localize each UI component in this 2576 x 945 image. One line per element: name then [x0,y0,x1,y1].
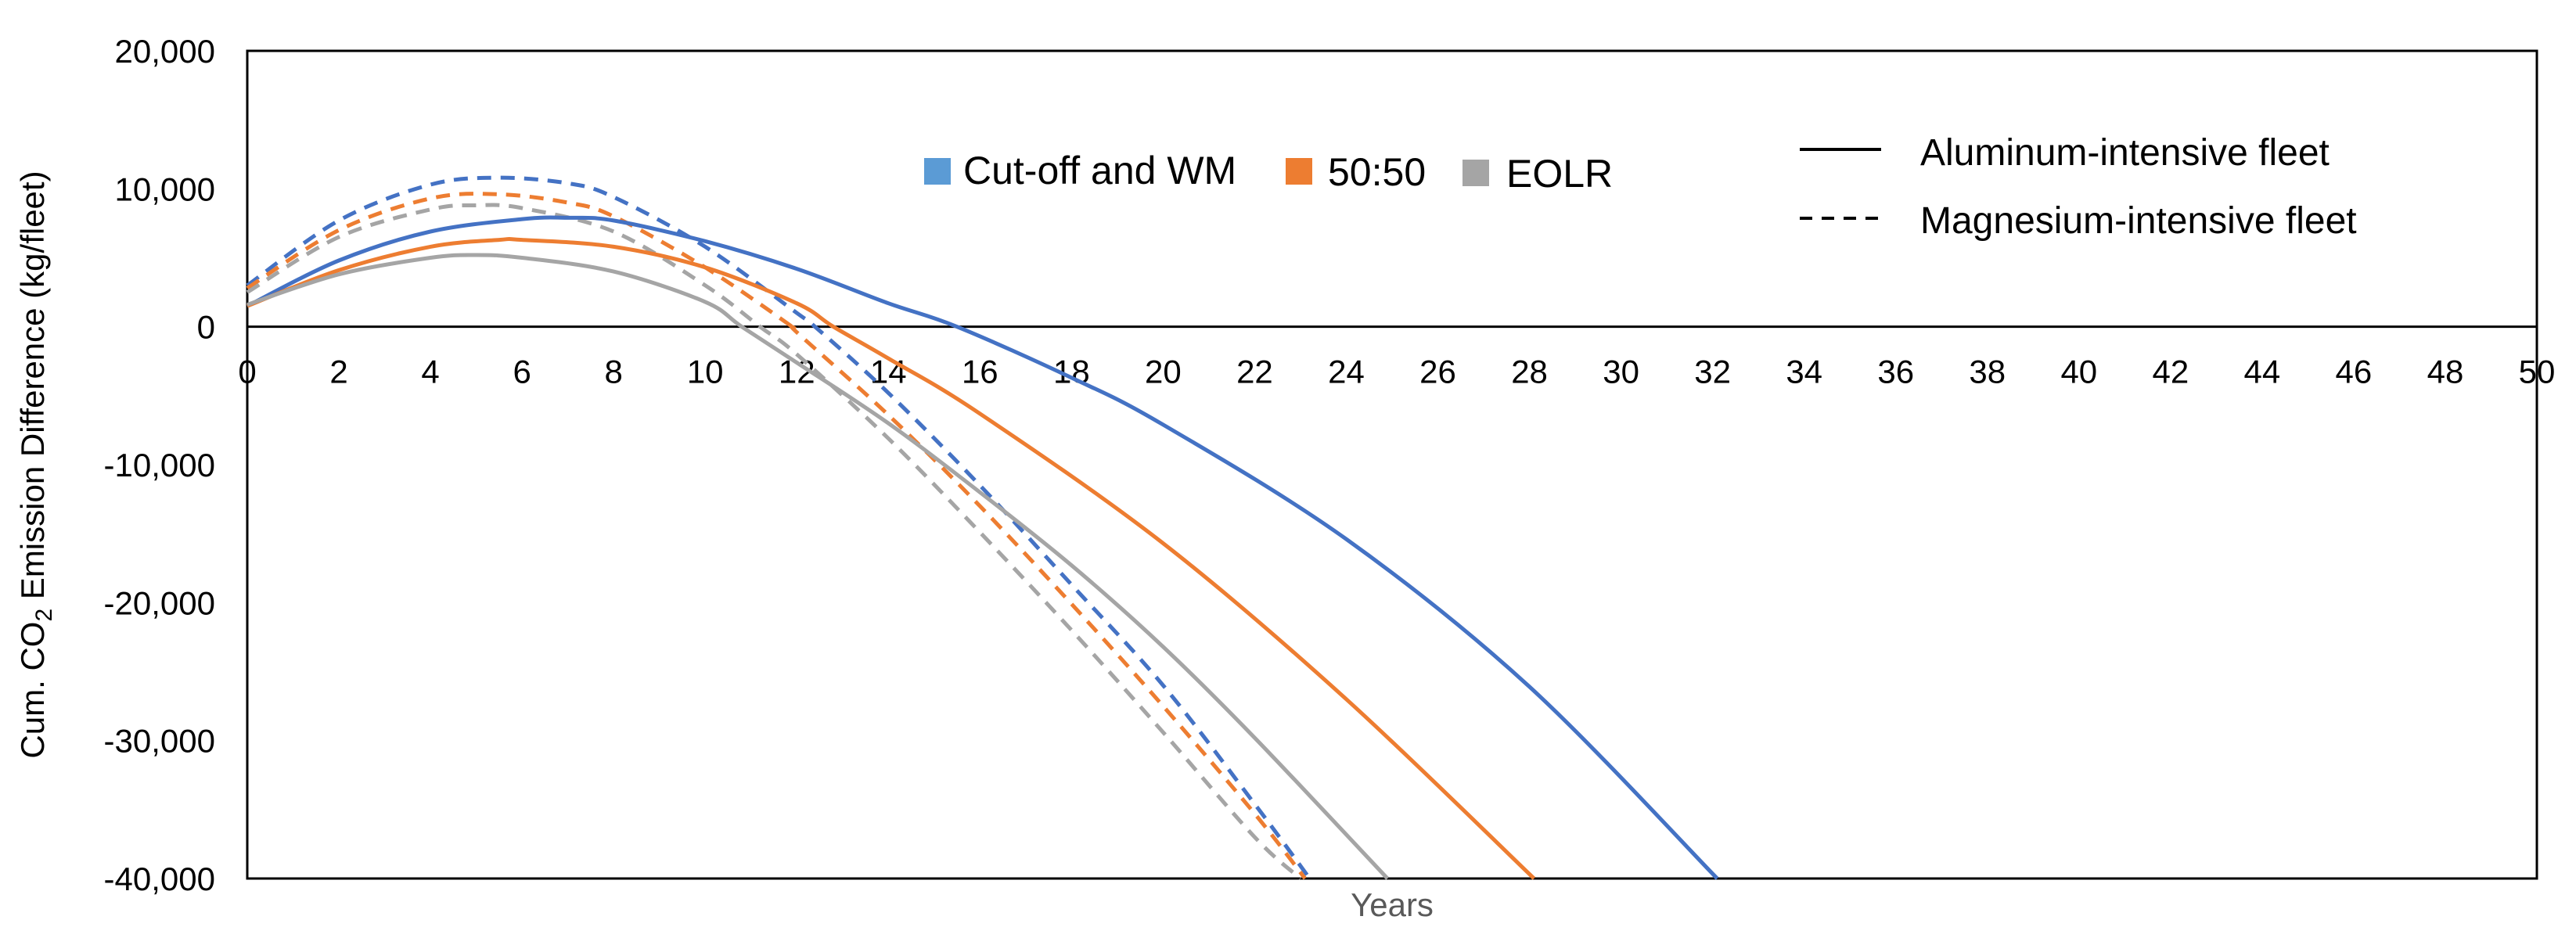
x-tick-label: 26 [1419,354,1456,390]
y-tick-label: -10,000 [104,447,215,483]
legend-label-magnesium: Magnesium-intensive fleet [1920,200,2357,242]
x-tick-label: 2 [329,354,347,390]
x-tick-label: 4 [421,354,439,390]
series-lines [246,175,1719,880]
x-tick-label: 38 [1969,354,2006,390]
y-axis-ticks: 20,000 10,000 0 -10,000 -20,000 -30,000 -40,00… [104,33,215,897]
x-tick-label: 36 [1877,354,1914,390]
y-tick-label: 20,000 [115,33,215,70]
series-line-eolr-aluminum-intensive-fleet [246,253,1389,880]
y-axis-title-subscript: 2 [31,609,57,622]
x-tick-label: 6 [513,354,531,390]
series-line-50-50-magnesium-intensive-fleet [246,192,1307,880]
y-tick-label: 0 [197,309,215,346]
x-tick-label: 0 [238,354,256,390]
legend-swatch-cutoff-wm [924,158,951,185]
legend-fleet: Aluminum-intensive fleet Magnesium-inten… [1800,132,2357,242]
legend-label-cutoff-wm: Cut-off and WM [963,149,1236,192]
x-tick-label: 28 [1511,354,1548,390]
series-line-cut-off-and-wm-aluminum-intensive-fleet [246,215,1719,880]
y-tick-label: -30,000 [104,723,215,760]
y-axis-title: Cum. CO2 Emission Difference (kg/fleet) [14,171,57,758]
legend-swatch-fifty-fifty [1286,158,1312,185]
x-tick-label: 30 [1603,354,1639,390]
x-tick-label: 50 [2519,354,2556,390]
x-tick-label: 40 [2060,354,2097,390]
series-line-cut-off-and-wm-magnesium-intensive-fleet [246,175,1311,880]
x-tick-label: 48 [2427,354,2464,390]
x-tick-label: 44 [2244,354,2281,390]
y-axis-title-suffix: Emission Difference (kg/fleet) [14,171,51,608]
x-tick-label: 34 [1786,354,1822,390]
x-tick-label: 22 [1236,354,1273,390]
x-tick-label: 8 [604,354,622,390]
series-line-50-50-aluminum-intensive-fleet [246,236,1536,880]
y-tick-label: -40,000 [104,861,215,897]
y-axis-title-prefix: Cum. CO [14,622,51,759]
legend-swatch-eolr [1462,160,1489,186]
plot-area-border [246,49,2538,880]
x-tick-label: 32 [1694,354,1731,390]
legend-allocation: Cut-off and WM 50:50 EOLR [924,149,1613,196]
series-line-eolr-magnesium-intensive-fleet [246,203,1302,880]
x-tick-label: 10 [687,354,724,390]
legend-label-aluminum: Aluminum-intensive fleet [1920,132,2330,174]
x-axis-ticks: 0 2 4 6 8 10 12 14 16 18 20 22 24 26 28 30 32 34 36 38 40 42 4… [238,354,2555,390]
x-tick-label: 46 [2336,354,2373,390]
legend-label-fifty-fifty: 50:50 [1328,150,1426,194]
x-tick-label: 42 [2152,354,2189,390]
y-tick-label: 10,000 [115,171,215,207]
x-tick-label: 16 [962,354,998,390]
x-axis-title: Years [1351,886,1434,923]
x-tick-label: 20 [1145,354,1182,390]
x-tick-label: 24 [1328,354,1365,390]
y-tick-label: -20,000 [104,584,215,621]
legend-label-eolr: EOLR [1506,152,1613,196]
